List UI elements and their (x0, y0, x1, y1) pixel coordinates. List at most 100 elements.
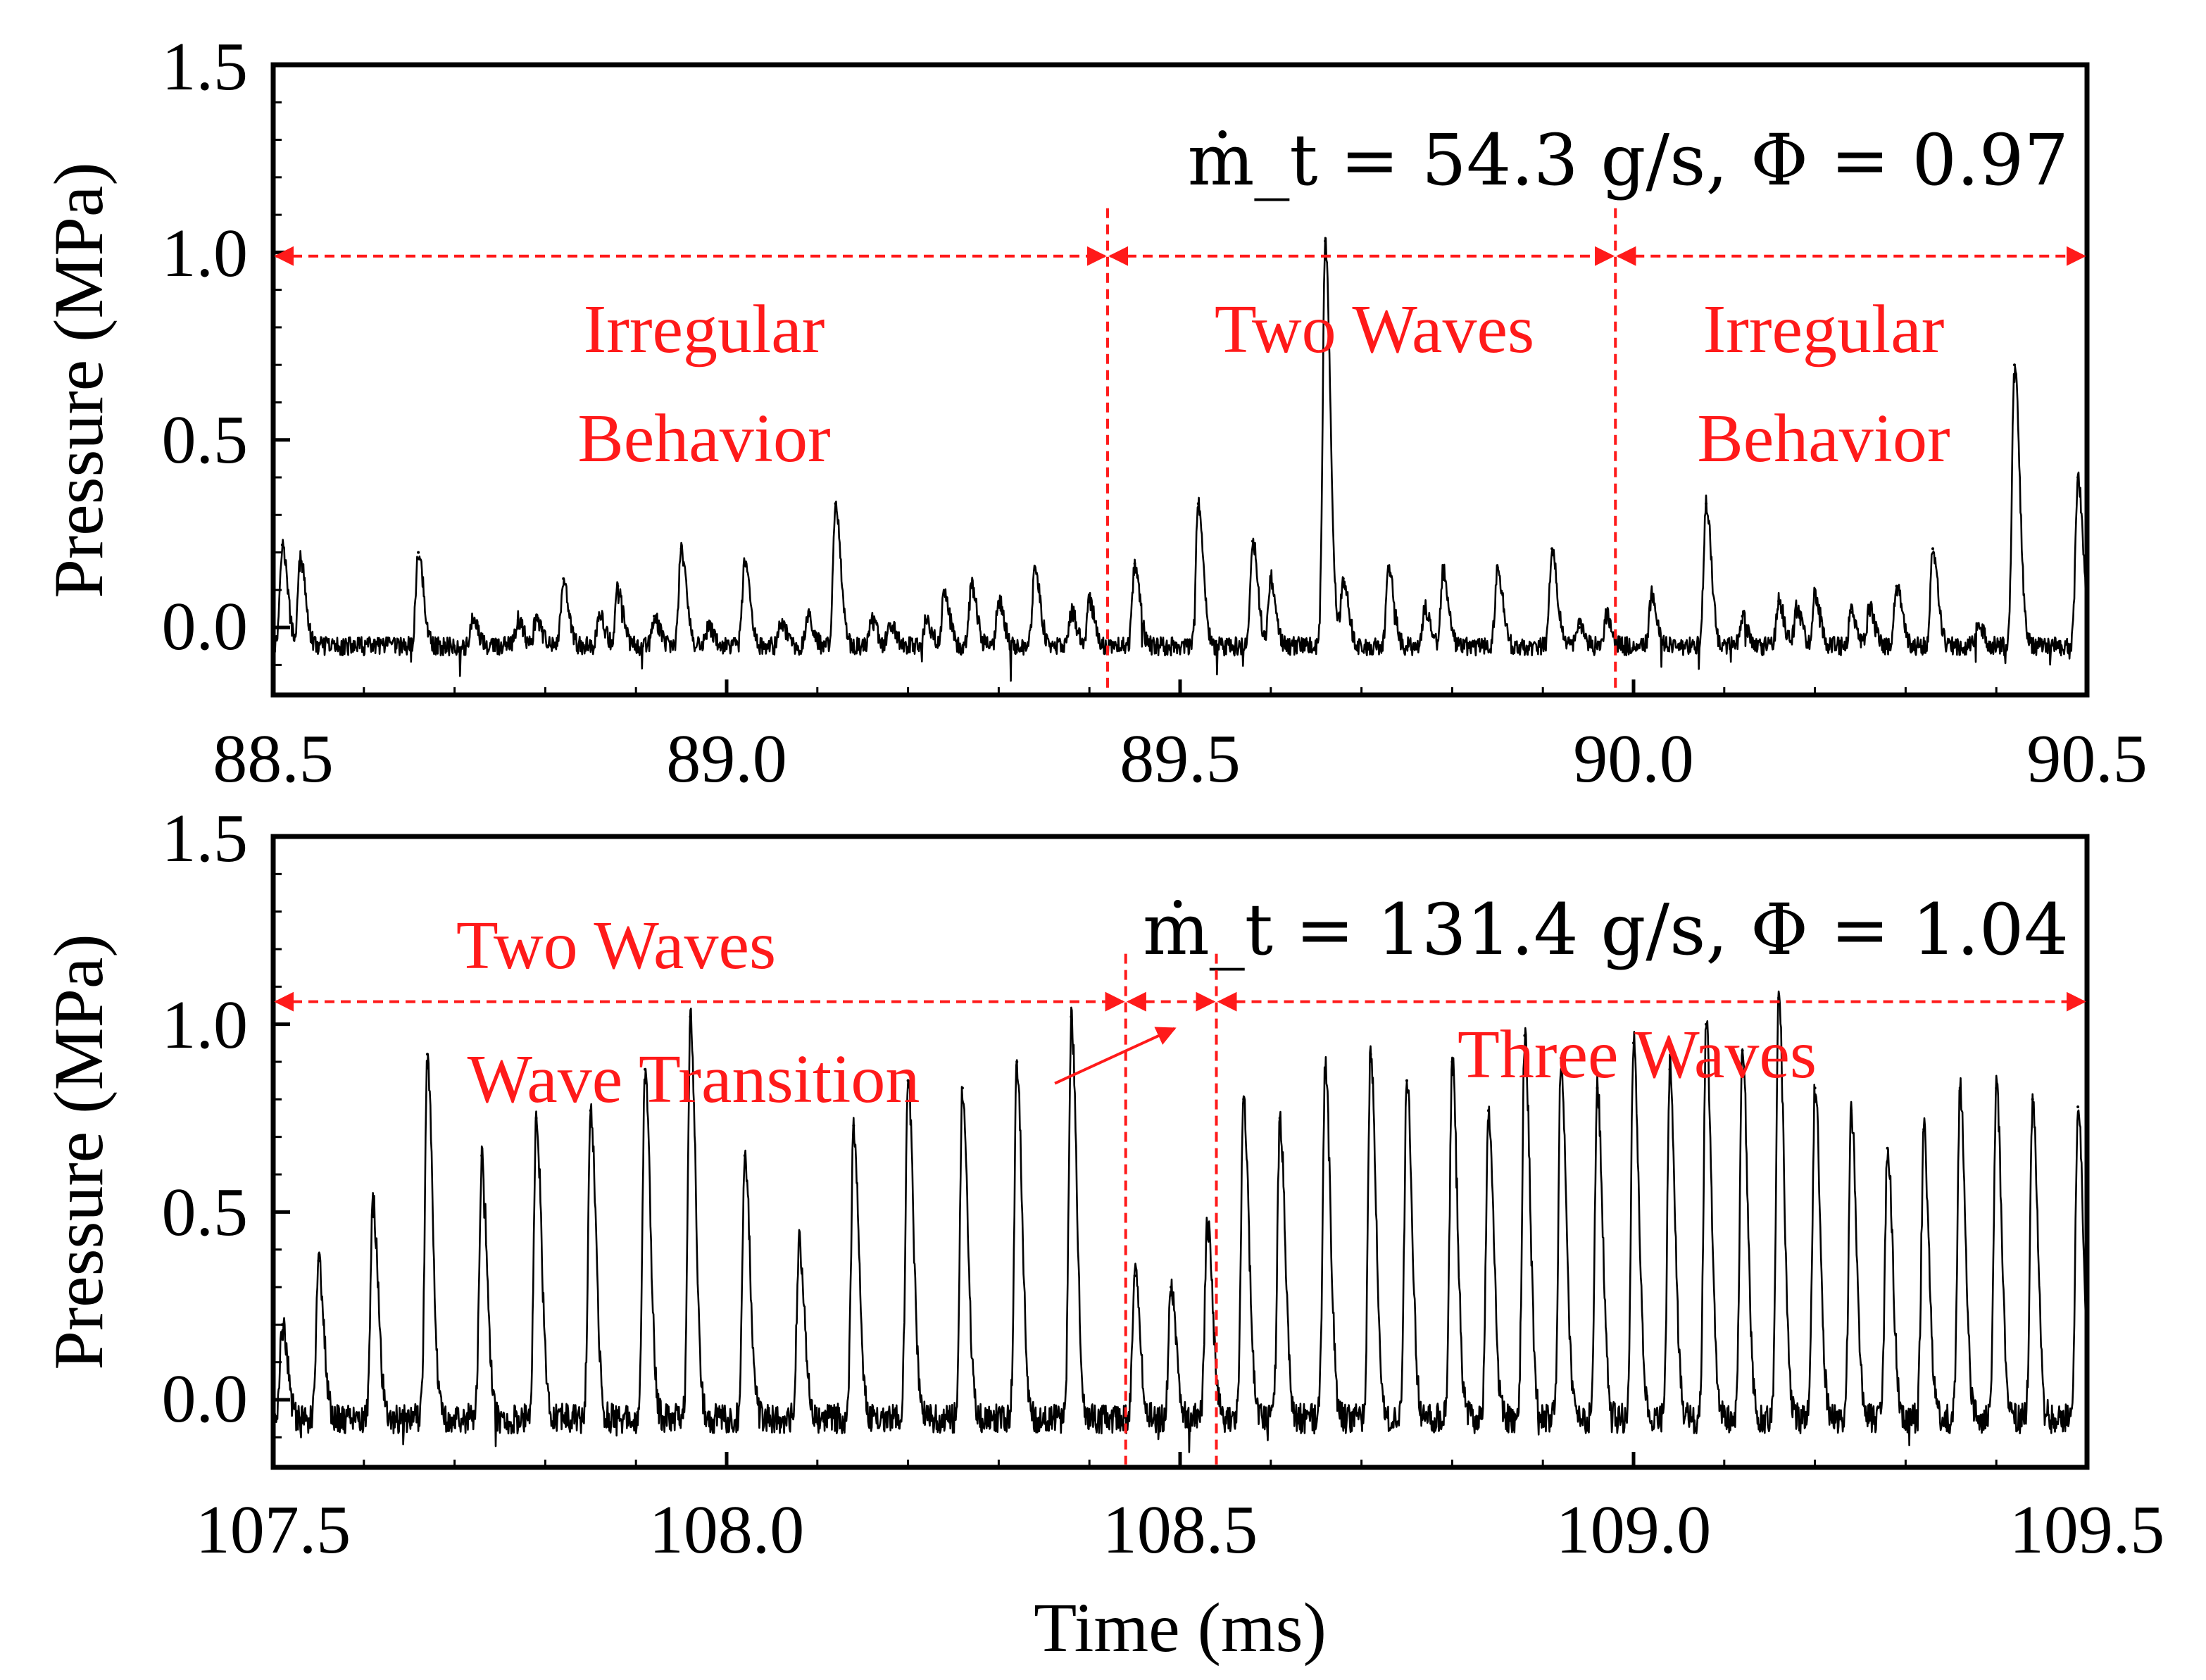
pressure-peak-point (798, 1241, 801, 1243)
pressure-peak-point (534, 618, 538, 622)
ytick-label: 0.0 (162, 1361, 249, 1437)
pressure-peak-point (1741, 615, 1744, 618)
pressure-peak-point (1995, 1086, 1998, 1090)
pressure-peak-point (1668, 1067, 1672, 1071)
pressure-peak-point (1486, 1109, 1490, 1112)
pressure-peak-point (779, 622, 783, 625)
pressure-peak-point (925, 618, 928, 622)
pressure-peak-point (1088, 599, 1091, 603)
pressure-peak-point (589, 1109, 592, 1112)
operating-condition-label: ṁ_t = 54.3 g/s, Φ = 0.97 (1188, 119, 2069, 201)
pressure-peak-point (1324, 239, 1327, 243)
pressure-peak-point (834, 502, 837, 506)
pressure-peak-point (1895, 584, 1898, 588)
pressure-peak-point (1577, 626, 1581, 629)
plot-area-bottom (273, 990, 2087, 1453)
pressure-peak-point (1867, 607, 1871, 610)
region-label-two-waves: Two Waves (456, 908, 776, 984)
pressure-peak-point (280, 543, 284, 546)
pressure-peak-point (1133, 1274, 1136, 1277)
pressure-peak-point (1278, 1117, 1281, 1120)
pressure-peak-point (2076, 1105, 2080, 1108)
pressure-peak-point (689, 1015, 692, 1018)
ytick-label: 1.0 (162, 215, 249, 292)
pressure-peak-point (2031, 1098, 2034, 1101)
pressure-peak-point (534, 1117, 538, 1120)
pressure-peak-point (1251, 539, 1254, 543)
pressure-peak-point (1605, 615, 1608, 618)
pressure-peak-point (1324, 1067, 1327, 1071)
pressure-peak-point (1369, 1053, 1372, 1056)
pressure-peak-point (598, 615, 601, 618)
xtick-label: 90.0 (1573, 721, 1694, 797)
operating-condition-label: ṁ_t = 131.4 g/s, Φ = 1.04 (1143, 889, 2069, 971)
pressure-peak-point (1958, 1086, 1962, 1090)
ytick-label: 0.5 (162, 1174, 249, 1250)
x-axis-title: Time (ms) (1034, 1588, 1327, 1667)
xtick-label: 90.5 (2026, 721, 2148, 797)
pressure-peak-point (1813, 592, 1817, 596)
pressure-peak-point (1423, 607, 1427, 610)
pressure-trace-line (273, 237, 2087, 682)
pressure-peak-point (906, 1079, 910, 1082)
pressure-peak-point (707, 626, 710, 629)
xtick-label: 89.0 (666, 721, 787, 797)
pressure-peak-point (1650, 592, 1653, 596)
pressure-peak-point (1205, 1222, 1209, 1225)
xtick-label: 89.5 (1120, 721, 1241, 797)
tick-marks-top (271, 63, 2089, 695)
wave-transition-pointer-arrow (1054, 1027, 1177, 1085)
pressure-peak-point (888, 622, 891, 625)
pressure-peak-point (1170, 1286, 1173, 1289)
pressure-peak-point (653, 615, 656, 618)
pressure-peak-point (480, 1154, 484, 1158)
pressure-peak-point (743, 562, 746, 565)
pressure-peak-point (471, 618, 475, 622)
pressure-peak-point (371, 1203, 375, 1206)
region-label-irregular-behavior: Behavior (1697, 401, 1950, 477)
pressure-peak-point (562, 577, 565, 580)
pressure-peak-point (1015, 1060, 1019, 1063)
pressure-peak-point (1269, 577, 1272, 580)
pressure-peak-point (417, 551, 420, 554)
pressure-peak-point (1496, 565, 1499, 569)
pressure-peak-point (1242, 1098, 1246, 1101)
panel-bottom: 1.5 1.0 0.5 0.0 107.5 108.0 108.5 109.0 … (39, 801, 2164, 1667)
pressure-peak-point (743, 1154, 746, 1158)
pressure-peak-point (644, 1067, 647, 1071)
pressure-peak-point (317, 1259, 320, 1262)
xtick-label: 88.5 (213, 721, 334, 797)
pressure-peak-point (1450, 1060, 1454, 1063)
xtick-label: 108.5 (1103, 1492, 1258, 1568)
pressure-peak-point (2013, 363, 2016, 367)
xtick-label: 107.5 (196, 1492, 351, 1568)
pressure-peak-point (943, 592, 946, 596)
pressure-peak-point (960, 1086, 964, 1090)
xtick-label: 109.5 (2010, 1492, 2165, 1568)
pressure-peak-point (1850, 1109, 1853, 1112)
pressure-peak-point (1550, 547, 1554, 551)
region-label-two-waves: Two Waves (1215, 292, 1534, 368)
pressure-peak-point (516, 618, 520, 622)
pressure-peak-point (299, 558, 302, 562)
ytick-label: 1.5 (162, 801, 249, 877)
region-label-irregular-behavior: Behavior (577, 401, 830, 477)
region-label-wave-transition: Wave Transition (468, 1041, 920, 1117)
pressure-peak-point (1133, 562, 1136, 565)
y-axis-title: Pressure (MPa) (39, 934, 118, 1369)
pressure-peak-point (1886, 1146, 1889, 1150)
pressure-peak-point (1705, 502, 1707, 506)
pressure-peak-point (852, 1124, 856, 1127)
pressure-peak-point (2076, 476, 2080, 479)
pressure-peak-point (1705, 1022, 1707, 1026)
pressure-peak-point (1777, 599, 1781, 603)
pressure-peak-point (997, 599, 1001, 603)
pressure-peak-point (1070, 610, 1073, 614)
ytick-label: 0.0 (162, 589, 249, 665)
pressure-peak-point (1196, 502, 1200, 506)
region-label-irregular-behavior: Irregular (1703, 292, 1945, 368)
plot-area-top (273, 237, 2087, 682)
pressure-peak-point (1813, 1086, 1817, 1090)
pressure-peak-point (1777, 996, 1781, 1000)
pressure-peak-point (1976, 622, 1980, 625)
